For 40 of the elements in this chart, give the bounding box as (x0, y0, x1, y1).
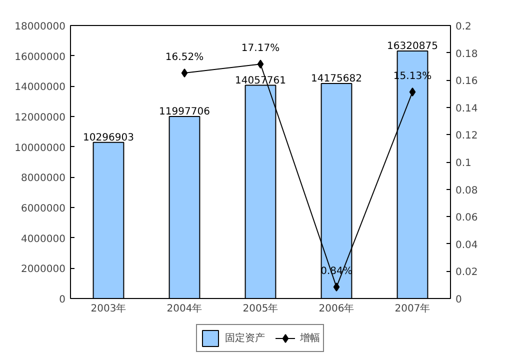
y-tick-label: 0 (59, 294, 66, 306)
y-tick-label: 6000000 (20, 204, 66, 214)
data-label: 16320875 (387, 40, 438, 52)
y-tick-label: 16000000 (14, 52, 66, 63)
y2-tick-label: 0.16 (456, 76, 478, 88)
y-tick-label: 8000000 (20, 173, 66, 184)
y-tick-label: 12000000 (14, 112, 66, 124)
point (181, 68, 188, 78)
y2-tick-label: 0.12 (456, 130, 478, 142)
legend-label: 增幅 (300, 332, 320, 345)
point (409, 87, 416, 96)
y2-tick-label: 0 (456, 294, 462, 306)
y2-tick-label: 0.04 (456, 240, 478, 251)
x-tick-label: 2003年 (90, 302, 126, 314)
y-tick-label: 2000000 (20, 264, 66, 276)
y-tick-label: 14000000 (14, 82, 66, 94)
y-tick-label: 10000000 (14, 142, 66, 154)
data-label: 16.52% (165, 52, 204, 63)
y2-tick-label: 0.02 (456, 267, 478, 278)
y2-tick-label: 0.1 (456, 158, 472, 169)
y2-tick-label: 0.14 (456, 103, 478, 114)
y2-tick-label: 0.2 (456, 22, 472, 32)
bar (92, 142, 124, 298)
point (257, 60, 264, 69)
data-label: 17.17% (241, 43, 280, 54)
data-label: 14175682 (311, 74, 362, 84)
legend-label: 固定资产 (225, 332, 265, 345)
y2-tick-label: 0.18 (456, 48, 478, 60)
bar (168, 116, 200, 298)
data-label: 10296903 (83, 132, 134, 144)
point (333, 282, 340, 292)
x-tick-label: 2005年 (242, 302, 278, 314)
y2-tick-label: 0.08 (456, 185, 478, 196)
y2-tick-label: 0.06 (456, 212, 478, 224)
data-label: 11997706 (159, 106, 210, 118)
x-tick-label: 2007年 (394, 302, 430, 314)
y-tick-label: 18000000 (14, 22, 66, 32)
x-tick-label: 2004年 (166, 302, 202, 314)
y-tick-label: 4000000 (20, 234, 66, 245)
x-tick-label: 2006年 (318, 302, 354, 314)
